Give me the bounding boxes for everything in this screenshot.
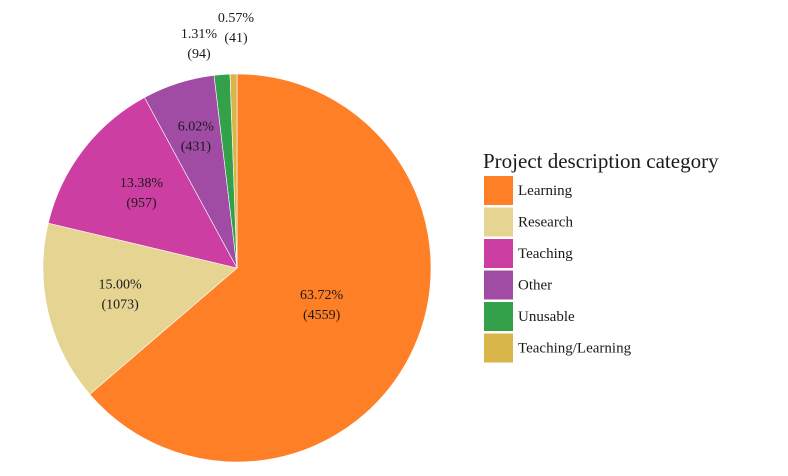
pie-slice-research [42, 222, 238, 395]
legend-swatch [484, 270, 513, 300]
pie-slices [42, 73, 432, 463]
slice-percent-label: 15.00% [99, 277, 143, 292]
legend-swatch [484, 239, 513, 268]
legend-label: Research [518, 215, 573, 231]
pie-slice-learning [89, 73, 432, 463]
slice-count-label: (94) [187, 47, 211, 62]
pie-slice-labels: 63.72% (4559) 15.00% (1073) 13.38% (957) 6.02%… [99, 11, 344, 323]
slice-count-label: (1073) [101, 297, 139, 312]
legend-label: Teaching [518, 246, 573, 262]
legend-label: Unusable [518, 309, 575, 325]
slice-count-label: (431) [181, 140, 212, 155]
slice-percent-label: 1.31% [181, 27, 218, 42]
legend-swatch [484, 333, 513, 363]
pie-slice-teaching-learning [229, 73, 238, 269]
legend-swatch [484, 302, 513, 331]
slice-percent-label: 63.72% [300, 288, 344, 303]
slice-count-label: (4559) [303, 308, 341, 323]
slice-percent-label: 0.57% [218, 11, 255, 26]
slice-count-label: (957) [126, 196, 157, 211]
slice-percent-label: 6.02% [178, 120, 215, 135]
legend-swatch [484, 176, 513, 205]
legend: Project description category Learning Res… [483, 149, 719, 363]
legend-swatch [484, 207, 513, 237]
legend-label: Learning [518, 183, 573, 199]
pie-slice-teaching [47, 97, 238, 269]
slice-count-label: (41) [224, 31, 248, 46]
legend-label: Other [518, 278, 552, 294]
slice-percent-label: 13.38% [120, 176, 164, 191]
legend-title: Project description category [483, 149, 719, 173]
legend-label: Teaching/Learning [518, 341, 632, 357]
